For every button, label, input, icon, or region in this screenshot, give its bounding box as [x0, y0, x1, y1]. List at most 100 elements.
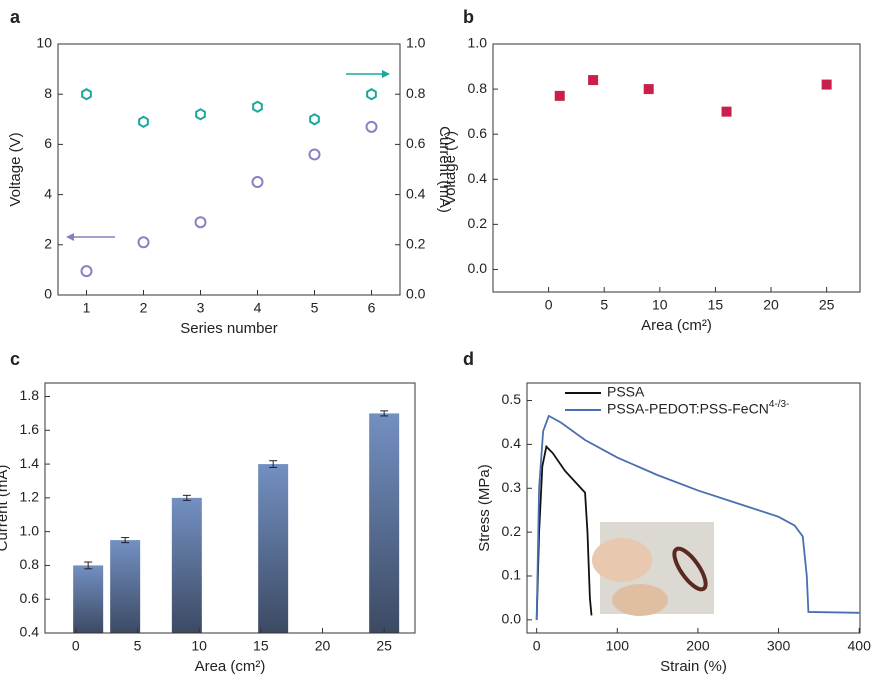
- point: [821, 79, 832, 90]
- point: [366, 88, 377, 101]
- error-bar: [269, 460, 278, 468]
- x-tick-label: 2: [140, 300, 148, 316]
- panel-3: d 0 100 200 300 400 0.0 0.1 0.2 0.3 0.4 0.5 Strain (…: [463, 349, 871, 675]
- y-tick-label: 8: [44, 85, 52, 101]
- y-tick-label: 1.0: [20, 522, 40, 538]
- y-tick-label: 0.4: [468, 170, 488, 186]
- y-tick-label: 0.2: [468, 215, 488, 231]
- point: [365, 120, 378, 133]
- point: [194, 216, 207, 229]
- y-tick-label: 1.8: [20, 387, 40, 403]
- line: [535, 444, 593, 620]
- y-tick-label: 0.2: [502, 523, 522, 539]
- x-tick-label: 6: [368, 300, 376, 316]
- y-tick-label: 0.4: [502, 435, 522, 451]
- y-tick-label: 4: [44, 185, 52, 201]
- error-bar: [380, 410, 389, 417]
- y-tick-label: 6: [44, 135, 52, 151]
- x-tick-label: 5: [134, 638, 142, 654]
- point: [80, 265, 93, 278]
- x-tick-label: 4: [254, 300, 262, 316]
- x-axis-label: Area (cm²): [641, 317, 712, 334]
- panel-label: c: [10, 349, 20, 369]
- y-tick-label: 0.3: [502, 479, 522, 495]
- plot-frame: [44, 382, 416, 634]
- bar: [110, 540, 141, 633]
- point: [643, 84, 654, 95]
- plot-frame: [492, 43, 861, 293]
- x-tick-label: 20: [315, 638, 331, 654]
- point: [308, 148, 321, 161]
- y2-tick-label: 0.4: [406, 185, 426, 201]
- x-tick-label: 25: [376, 638, 392, 654]
- error-bar: [182, 494, 191, 501]
- y-tick-label: 1.6: [20, 421, 40, 437]
- y-tick-label: 0.0: [502, 611, 522, 627]
- bar: [171, 497, 202, 633]
- panel-label: a: [10, 7, 21, 27]
- x-tick-label: 1: [83, 300, 91, 316]
- y2-tick-label: 0.6: [406, 135, 426, 151]
- point: [251, 176, 264, 189]
- point: [721, 106, 732, 117]
- arrow-right: [346, 70, 390, 78]
- y-tick-label: 2: [44, 236, 52, 252]
- point: [554, 90, 565, 101]
- x-tick-label: 10: [652, 297, 668, 313]
- error-bar: [84, 561, 93, 570]
- point: [81, 88, 92, 101]
- y-tick-label: 1.4: [20, 455, 40, 471]
- x-tick-label: 400: [848, 638, 872, 654]
- y-tick-label: 0.5: [502, 391, 522, 407]
- x-tick-label: 0: [533, 638, 541, 654]
- y2-tick-label: 0.2: [406, 236, 426, 252]
- point: [137, 236, 150, 249]
- y2-tick-label: 0.0: [406, 286, 426, 302]
- superscript: 4-/3-: [769, 399, 790, 410]
- y-axis-label: Voltage (V): [7, 132, 24, 206]
- y-tick-label: 0.8: [468, 80, 488, 96]
- x-tick-label: 5: [311, 300, 319, 316]
- x-axis-label: Area (cm²): [195, 658, 266, 675]
- panel-1: b 0 5 10 15 20 25 0.0 0.2 0.4 0.6 0.8 1.0 Area (cm²) V…: [442, 7, 861, 334]
- y2-axis-label: Current (mA): [436, 126, 453, 213]
- y-axis-label: Voltage (V): [442, 131, 459, 205]
- y-tick-label: 0.0: [468, 260, 488, 276]
- y-tick-label: 0.8: [20, 556, 40, 572]
- point: [195, 108, 206, 121]
- x-axis-label: Strain (%): [660, 658, 727, 675]
- plot-frame: [57, 43, 401, 296]
- bar: [369, 413, 400, 633]
- y-tick-label: 0.1: [502, 567, 522, 583]
- line: [535, 414, 860, 620]
- legend-label: PSSA: [607, 384, 645, 400]
- x-axis-label: Series number: [180, 320, 278, 337]
- x-tick-label: 200: [686, 638, 710, 654]
- y2-tick-label: 1.0: [406, 35, 426, 51]
- y-tick-label: 0.6: [468, 125, 488, 141]
- point: [252, 100, 263, 113]
- x-tick-label: 15: [253, 638, 269, 654]
- x-tick-label: 100: [606, 638, 630, 654]
- y-tick-label: 1.2: [20, 489, 40, 505]
- legend-label: PSSA-PEDOT:PSS-FeCN4-/3-: [607, 399, 789, 417]
- y-tick-label: 0: [44, 286, 52, 302]
- y-tick-label: 10: [36, 35, 52, 51]
- y-tick-label: 1.0: [468, 35, 488, 51]
- y-tick-label: 0.6: [20, 590, 40, 606]
- inset-photo: [592, 522, 714, 616]
- point: [309, 113, 320, 126]
- x-tick-label: 10: [191, 638, 207, 654]
- x-tick-label: 20: [763, 297, 779, 313]
- panel-label: b: [463, 7, 474, 27]
- y2-tick-label: 0.8: [406, 85, 426, 101]
- error-bar: [121, 537, 130, 544]
- bar: [258, 464, 289, 633]
- plot-frame: [526, 382, 861, 634]
- panel-label: d: [463, 349, 474, 369]
- x-tick-label: 15: [708, 297, 724, 313]
- y-axis-label: Current (mA): [0, 465, 11, 552]
- y-axis-label: Stress (MPa): [476, 464, 493, 552]
- x-tick-label: 300: [767, 638, 791, 654]
